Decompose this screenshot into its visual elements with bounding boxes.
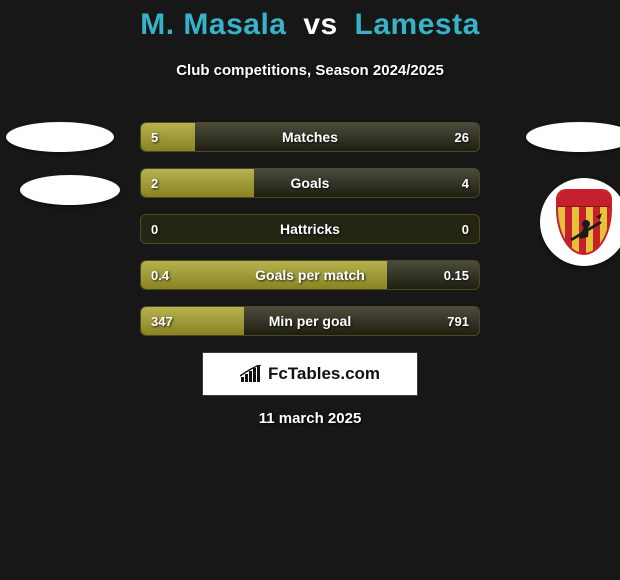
comparison-bars: 526Matches 24Goals 0 0Hattricks 0.40.15Goals… [140, 122, 480, 352]
bar-left-fill [141, 169, 254, 197]
page-title: M. Masala vs Lamesta [0, 8, 620, 42]
title-vs: vs [303, 8, 337, 41]
player-badge-left [20, 175, 120, 205]
bar-left-fill [141, 261, 387, 289]
bar-row: 0.40.15Goals per match [140, 260, 480, 290]
comparison-infographic: M. Masala vs Lamesta Club competitions, … [0, 0, 620, 580]
branding-text: FcTables.com [268, 364, 380, 384]
bar-label: Hattricks [141, 215, 479, 243]
bars-chart-icon [240, 365, 262, 383]
benevento-shield [556, 189, 612, 255]
bar-row: 526Matches [140, 122, 480, 152]
branding-box: FcTables.com [202, 352, 418, 396]
subtitle: Club competitions, Season 2024/2025 [0, 62, 620, 79]
bar-left-fill [141, 123, 195, 151]
date-text: 11 march 2025 [0, 410, 620, 427]
benevento-logo-icon [540, 178, 620, 266]
club-logo-right [526, 122, 620, 152]
club-logo-left [6, 122, 114, 152]
player-badge-right [540, 178, 620, 266]
bar-row: 0 0Hattricks [140, 214, 480, 244]
benevento-witch-icon [566, 209, 606, 249]
bar-right-fill [195, 123, 479, 151]
bar-left-fill [141, 307, 244, 335]
bar-value-left: 0 [151, 215, 158, 243]
bar-right-fill [387, 261, 479, 289]
bar-right-fill [254, 169, 479, 197]
title-player1: M. Masala [140, 8, 286, 41]
bar-value-right: 0 [462, 215, 469, 243]
bar-right-fill [244, 307, 479, 335]
bar-row: 24Goals [140, 168, 480, 198]
benevento-shield-top [558, 191, 610, 207]
title-player2: Lamesta [355, 8, 480, 41]
bar-row: 347791Min per goal [140, 306, 480, 336]
